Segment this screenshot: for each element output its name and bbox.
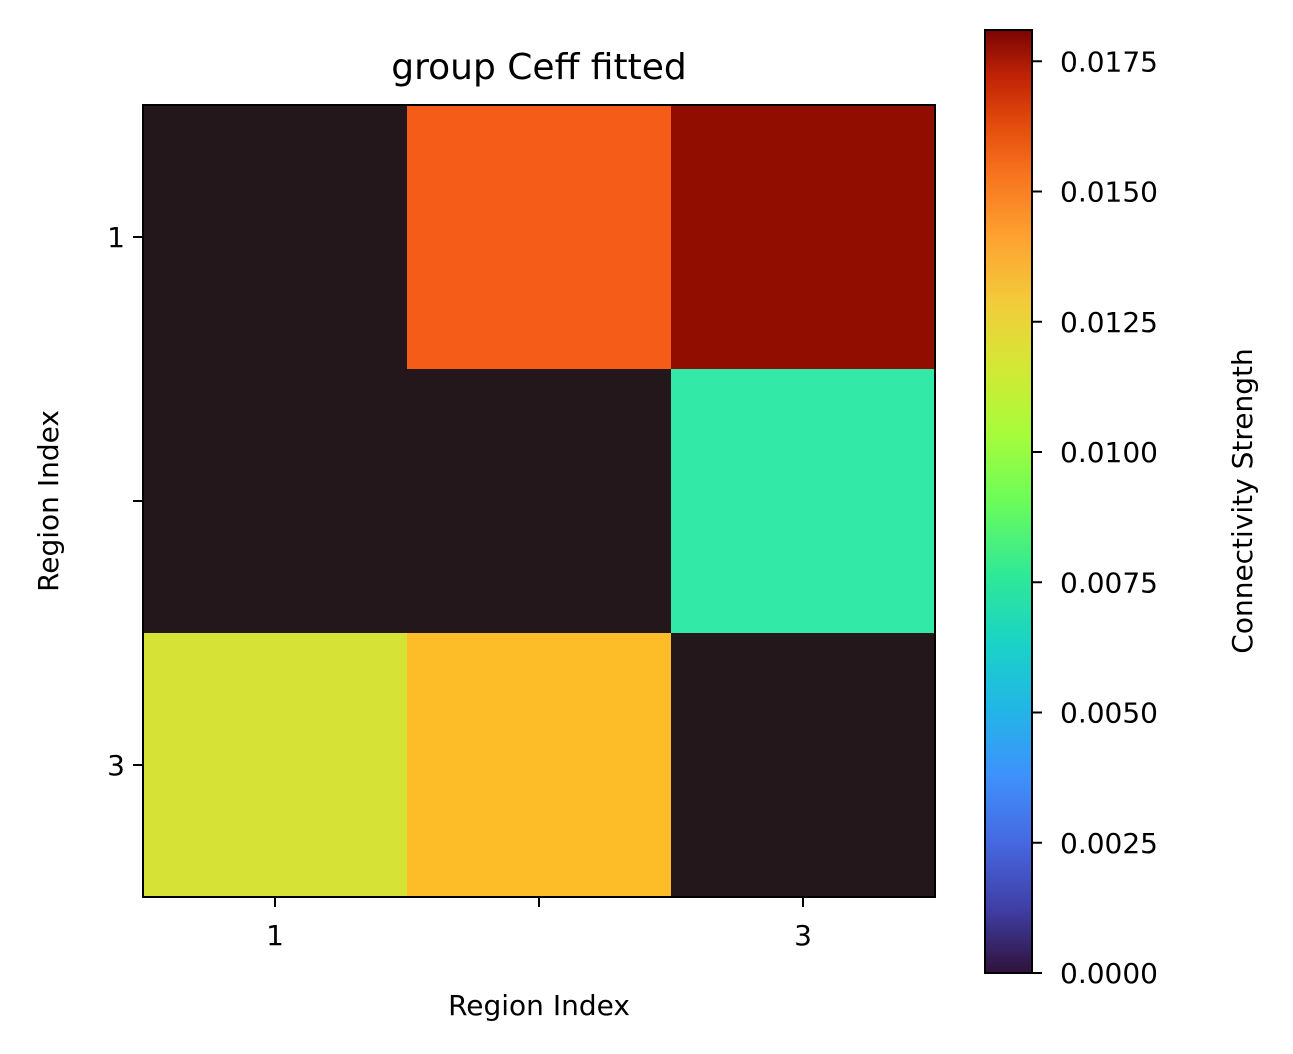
heatmap-cell bbox=[143, 105, 408, 370]
chart-title: group Ceff fitted bbox=[391, 47, 686, 88]
colorbar-tick-label: 0.0150 bbox=[1060, 176, 1158, 209]
heatmap-cell bbox=[671, 369, 936, 634]
heatmap-cells bbox=[143, 105, 936, 898]
colorbar-tick-label: 0.0000 bbox=[1060, 957, 1158, 990]
colorbar-tick-label: 0.0050 bbox=[1060, 697, 1158, 730]
colorbar-tick-label: 0.0125 bbox=[1060, 306, 1158, 339]
colorbar-tick-label: 0.0100 bbox=[1060, 436, 1158, 469]
heatmap-cell bbox=[407, 633, 672, 898]
heatmap-cell bbox=[407, 105, 672, 370]
heatmap-cell bbox=[143, 633, 408, 898]
colorbar-label: Connectivity Strength bbox=[1226, 348, 1259, 653]
x-tick-label: 1 bbox=[266, 919, 284, 952]
colorbar-tick-label: 0.0075 bbox=[1060, 566, 1158, 599]
y-tick-label: 1 bbox=[107, 221, 125, 254]
y-axis-label: Region Index bbox=[32, 410, 65, 592]
heatmap-cell bbox=[671, 105, 936, 370]
colorbar bbox=[984, 29, 1033, 974]
heatmap-cell bbox=[143, 369, 408, 634]
colorbar-ticks: 0.0000 0.0025 0.0050 0.0075 0.0100 0.0125 0.01… bbox=[1032, 45, 1158, 990]
colorbar-tick-label: 0.0025 bbox=[1060, 827, 1158, 860]
heatmap-cell bbox=[671, 633, 936, 898]
y-axis-ticks: 13 bbox=[107, 221, 143, 782]
colorbar-tick-label: 0.0175 bbox=[1060, 45, 1158, 78]
x-tick-label: 3 bbox=[794, 919, 812, 952]
heatmap-cell bbox=[407, 369, 672, 634]
x-axis-label: Region Index bbox=[448, 989, 630, 1022]
y-tick-label: 3 bbox=[107, 749, 125, 782]
